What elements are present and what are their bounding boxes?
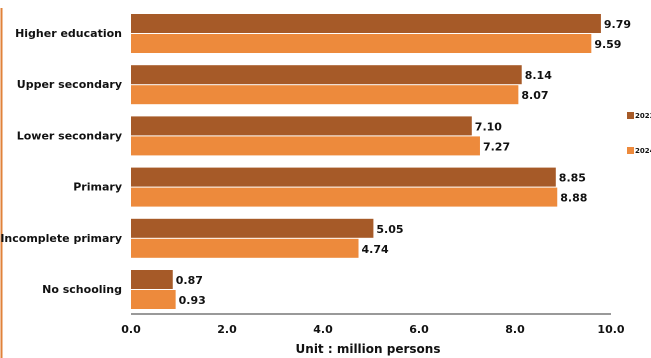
bar-2024 — [131, 34, 592, 53]
bar-2024 — [131, 85, 519, 105]
legend-label-2024: 2024 — [635, 147, 651, 155]
x-tick-labels: 0.0 2.0 4.0 6.0 8.0 10.0 — [121, 323, 625, 336]
value-label: 4.74 — [362, 243, 389, 256]
legend: 2023 2024 — [627, 112, 651, 155]
legend-label-2023: 2023 — [635, 112, 651, 120]
bar-2023 — [131, 65, 522, 85]
x-tick-label: 6.0 — [409, 323, 429, 336]
legend-swatch-2023 — [627, 112, 634, 119]
category-label: Lower secondary — [17, 129, 122, 142]
value-label: 8.14 — [525, 69, 552, 82]
value-label: 9.79 — [604, 18, 631, 31]
category-label: Incomplete primary — [0, 232, 122, 245]
value-label: 5.05 — [376, 223, 403, 236]
value-label: 7.10 — [475, 120, 502, 133]
x-tick-label: 10.0 — [597, 323, 624, 336]
category-label: No schooling — [42, 283, 122, 296]
category-labels: Higher education Upper secondary Lower sec… — [0, 27, 122, 296]
category-label: Primary — [73, 181, 122, 194]
bar-2024 — [131, 136, 480, 156]
value-label: 8.85 — [559, 172, 586, 185]
value-label: 9.59 — [594, 38, 621, 51]
x-tick-label: 4.0 — [313, 323, 333, 336]
category-label: Higher education — [15, 27, 122, 40]
category-label: Upper secondary — [17, 78, 122, 91]
x-tick-label: 8.0 — [505, 323, 525, 336]
value-label: 0.93 — [179, 294, 206, 307]
bar-2024 — [131, 187, 558, 207]
x-tick-label: 2.0 — [217, 323, 237, 336]
bars-group — [131, 14, 601, 309]
value-label: 7.27 — [483, 140, 510, 153]
value-label: 8.07 — [521, 89, 548, 102]
legend-swatch-2024 — [627, 147, 634, 154]
bar-2023 — [131, 218, 374, 238]
bar-2023 — [131, 116, 472, 136]
bar-2023 — [131, 14, 601, 33]
x-axis-title: Unit : million persons — [296, 342, 441, 356]
value-label: 0.87 — [176, 274, 203, 287]
bar-2023 — [131, 167, 556, 187]
x-tick-label: 0.0 — [121, 323, 141, 336]
value-label: 8.88 — [560, 192, 587, 205]
bar-2023 — [131, 270, 173, 289]
value-labels: 9.79 9.59 8.14 8.07 7.10 7.27 8.85 8.88 5.05 4.74… — [176, 18, 631, 307]
bar-2024 — [131, 238, 359, 258]
bar-2024 — [131, 290, 176, 309]
